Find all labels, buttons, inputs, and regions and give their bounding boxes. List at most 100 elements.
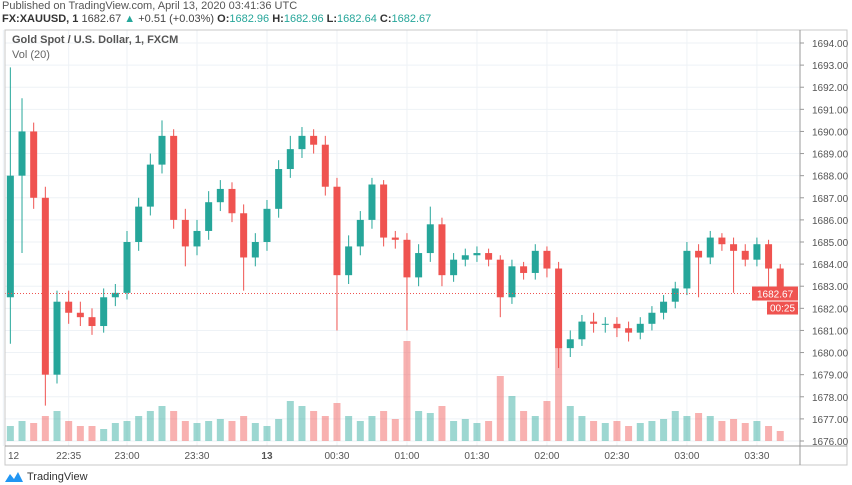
candle-body (753, 244, 761, 260)
published-line: Published on TradingView.com, April 13, … (2, 0, 298, 12)
candle-body (730, 244, 738, 251)
candle-body (286, 149, 294, 170)
candle-body (205, 202, 213, 231)
price-tick-label: 1687.00 (812, 194, 849, 205)
candle-body (275, 169, 283, 209)
price-tick-label: 1684.00 (812, 260, 849, 271)
volume-bar (216, 419, 224, 441)
ohlc-open-label: O: (217, 13, 230, 25)
candle-body (345, 246, 353, 276)
volume-bar (648, 421, 656, 441)
price-tick-label: 1690.00 (812, 127, 849, 138)
volume-bar (170, 411, 178, 441)
volume-bar (333, 403, 341, 441)
candles (5, 67, 800, 406)
countdown-badge: 00:25 (770, 304, 795, 315)
volume-bar (636, 423, 644, 441)
volume-bar (683, 416, 691, 441)
ohlc-close-label: C: (379, 13, 392, 25)
price-tick-label: 1693.00 (812, 61, 849, 72)
tradingview-logo[interactable]: TradingView (4, 470, 88, 484)
volume-bar (508, 396, 516, 441)
candle-body (695, 250, 703, 258)
candle-body (590, 321, 598, 324)
candle-body (765, 244, 773, 269)
price-tick-label: 1681.00 (812, 326, 849, 337)
candle-body (461, 255, 469, 260)
ohlc-open-value: 1682.96 (229, 13, 270, 25)
time-tick-label: 03:30 (744, 451, 769, 462)
price-tick-label: 1692.00 (812, 83, 849, 94)
candle-body (135, 206, 143, 242)
candle-body (520, 266, 528, 273)
ohlc-high-label: H: (272, 13, 284, 25)
candle-body (683, 250, 691, 289)
volume-bar (6, 426, 14, 441)
volume-bar (263, 426, 271, 441)
chart-border (4, 29, 848, 466)
candle-body (263, 208, 271, 242)
time-tick-label: 00:30 (324, 451, 349, 462)
candle-body (578, 321, 586, 340)
volume-bar (555, 346, 563, 441)
legend-title: Gold Spot / U.S. Dollar, 1, FXCM (12, 34, 179, 46)
price-tick-label: 1679.00 (812, 371, 849, 382)
volume-bar (403, 341, 411, 441)
price-tick-label: 1689.00 (812, 150, 849, 161)
price-tick-label: 1678.00 (812, 393, 849, 404)
chart-legend: Gold Spot / U.S. Dollar, 1, FXCM Vol (20… (12, 34, 178, 61)
price-tick-label: 1682.00 (812, 304, 849, 315)
volume-bar (100, 429, 108, 441)
ohlc-low-label: L: (326, 13, 338, 25)
time-tick-label: 22:35 (56, 451, 81, 462)
ohlc-high-value: 1682.96 (283, 13, 324, 25)
candle-body (496, 259, 504, 298)
candle-body (228, 188, 236, 214)
volume-bar (205, 421, 213, 441)
candle-body (310, 135, 318, 145)
time-tick-label: 01:30 (464, 451, 489, 462)
volume-bar (286, 401, 294, 441)
volume-bar (135, 416, 143, 441)
volume-bar (41, 416, 49, 441)
volume-bar (380, 411, 388, 441)
symbol-bar: FX:XAUUSD, 1 1682.67 ▲ +0.51 (+0.03%) O:… (2, 13, 431, 25)
candle-body (508, 266, 516, 298)
tradingview-logo-icon (5, 472, 23, 482)
candle-body (706, 237, 714, 258)
candle-body (181, 219, 189, 247)
candle-body (601, 323, 609, 325)
price-tick-label: 1688.00 (812, 172, 849, 183)
grid (2, 30, 800, 446)
up-triangle-icon: ▲ (124, 13, 136, 25)
candle-body (321, 144, 329, 187)
candle-body (251, 242, 259, 258)
candle-body (660, 301, 668, 313)
time-tick-label: 13 (261, 451, 273, 462)
candle-body (100, 297, 108, 327)
volume-bar (473, 423, 481, 441)
volume-bar (88, 426, 96, 441)
last-price-badge: 1682.67 (757, 290, 794, 301)
volume-bar (345, 416, 353, 441)
candle-body (426, 224, 434, 254)
volume-bar (391, 419, 399, 441)
candle-body (356, 219, 364, 247)
volume-bar (240, 416, 248, 441)
volume-bar (251, 423, 259, 441)
volume-bar (298, 406, 306, 441)
candle-body (741, 250, 749, 260)
volume-bar (310, 411, 318, 441)
candle-body (216, 188, 224, 203)
candle-body (485, 253, 493, 260)
volume-bar (111, 423, 119, 441)
symbol-name: FX:XAUUSD, 1 (2, 13, 79, 25)
candle-body (298, 135, 306, 150)
candle-body (391, 237, 399, 240)
candle-body (18, 131, 26, 176)
volume-bar (578, 416, 586, 441)
candle-body (531, 250, 539, 273)
candlestick-chart[interactable]: 1676.00 1677.00 1678.00 1679.00 1680.00 1681.… (0, 0, 852, 470)
candle-body (380, 184, 388, 238)
candle-body (65, 301, 73, 313)
